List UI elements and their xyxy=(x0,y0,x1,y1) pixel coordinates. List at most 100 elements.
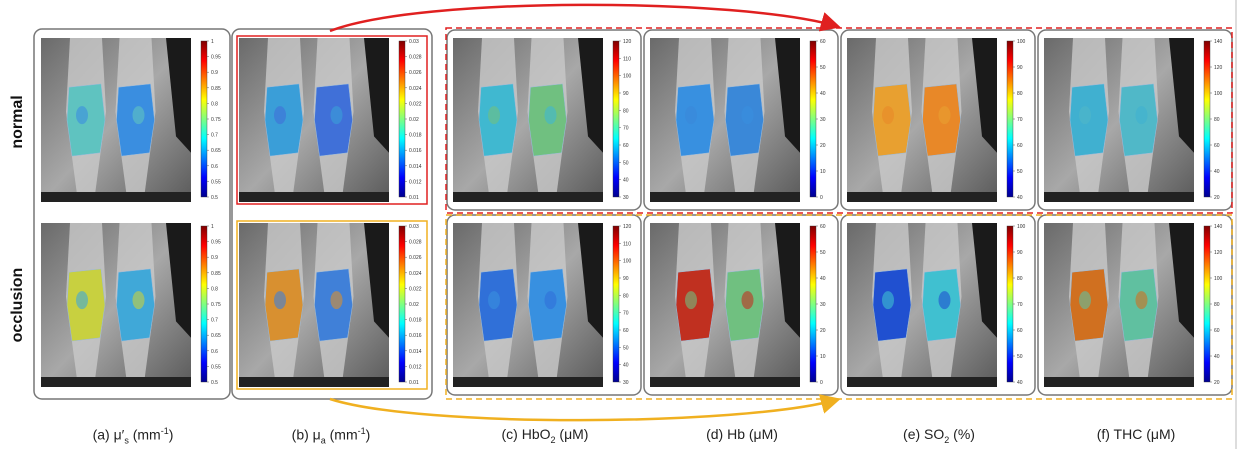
photo-bottom xyxy=(847,377,997,387)
colorbar-tick-label: 30 xyxy=(623,195,629,201)
colorbar xyxy=(810,226,816,382)
colorbar-tick-label: 0.02 xyxy=(409,117,419,123)
photo-bottom xyxy=(847,192,997,202)
colorbar-tick-label: 100 xyxy=(1214,276,1223,282)
heatmap-spot xyxy=(1136,106,1148,124)
arrow xyxy=(330,5,836,31)
heatmap-spot xyxy=(1079,106,1091,124)
caption-part: -1 xyxy=(358,426,366,436)
caption: (c) HbO2 (μM) xyxy=(447,426,643,445)
colorbar-tick-label: 10 xyxy=(820,169,826,175)
heatmap-spot xyxy=(882,106,894,124)
colorbar-tick-label: 0.026 xyxy=(409,70,422,76)
heatmap-spot xyxy=(133,106,145,124)
caption-part: (f) THC (μM) xyxy=(1097,426,1176,442)
photo-bottom xyxy=(239,377,389,387)
colorbar-tick-label: 1 xyxy=(211,224,214,230)
colorbar-tick-label: 90 xyxy=(1017,65,1023,71)
colorbar-tick-label: 0.85 xyxy=(211,86,221,92)
colorbar-tick-label: 30 xyxy=(820,117,826,123)
colorbar-tick-label: 0.65 xyxy=(211,333,221,339)
colorbar-tick-label: 100 xyxy=(1017,39,1026,45)
colorbar-tick-label: 80 xyxy=(1017,276,1023,282)
colorbar xyxy=(399,226,405,382)
colorbar-tick-label: 120 xyxy=(623,39,632,45)
photo-bottom xyxy=(453,377,603,387)
colorbar-tick-label: 0.75 xyxy=(211,302,221,308)
colorbar xyxy=(810,41,816,197)
colorbar-tick-label: 40 xyxy=(820,91,826,97)
colorbar-tick-label: 20 xyxy=(1214,195,1220,201)
colorbar-tick-label: 100 xyxy=(623,74,632,80)
colorbar-tick-label: 140 xyxy=(1214,39,1223,45)
colorbar-tick-label: 0.028 xyxy=(409,55,422,61)
heatmap-spot xyxy=(742,106,754,124)
heatmap-spot xyxy=(76,106,88,124)
colorbar-tick-label: 0.7 xyxy=(211,318,218,324)
colorbar-tick-label: 100 xyxy=(1017,224,1026,230)
caption-part: -1 xyxy=(161,426,169,436)
colorbar-tick-label: 0.95 xyxy=(211,240,221,246)
colorbar-tick-label: 0.026 xyxy=(409,255,422,261)
caption: (d) Hb (μM) xyxy=(644,426,840,442)
heatmap-spot xyxy=(274,106,286,124)
heatmap-spot xyxy=(1079,291,1091,309)
heatmap-spot xyxy=(331,291,343,309)
photo xyxy=(239,223,389,387)
heatmap-spot xyxy=(685,291,697,309)
colorbar-tick-label: 110 xyxy=(623,56,631,62)
caption-part: (μM) xyxy=(556,426,589,442)
colorbar-tick-label: 1 xyxy=(211,39,214,45)
colorbar-tick-label: 60 xyxy=(623,143,629,149)
colorbar-tick-label: 60 xyxy=(1017,328,1023,334)
colorbar xyxy=(613,41,619,197)
colorbar-tick-label: 140 xyxy=(1214,224,1223,230)
colorbar-tick-label: 0.95 xyxy=(211,55,221,61)
colorbar-tick-label: 90 xyxy=(1017,250,1023,256)
caption: (b) μa (mm-1) xyxy=(233,426,429,445)
colorbar-tick-label: 40 xyxy=(820,276,826,282)
heatmap-spot xyxy=(545,106,557,124)
row-label: occlusion xyxy=(9,268,26,343)
colorbar-tick-label: 70 xyxy=(1017,117,1023,123)
heatmap-spot xyxy=(939,291,951,309)
colorbar-tick-label: 10 xyxy=(820,354,826,360)
colorbar-tick-label: 50 xyxy=(623,345,629,351)
colorbar-tick-label: 100 xyxy=(1214,91,1223,97)
colorbar-tick-label: 110 xyxy=(623,241,631,247)
caption: (f) THC (μM) xyxy=(1038,426,1234,442)
colorbar-tick-label: 0.014 xyxy=(409,349,422,355)
colorbar-tick-label: 0.9 xyxy=(211,70,218,76)
caption: (a) μ′s (mm-1) xyxy=(35,426,231,445)
colorbar-tick-label: 60 xyxy=(1214,328,1220,334)
colorbar-tick-label: 120 xyxy=(1214,250,1223,256)
colorbar-tick-label: 0.8 xyxy=(211,101,218,107)
photo xyxy=(41,223,191,387)
colorbar-tick-label: 40 xyxy=(1017,380,1023,386)
colorbar-tick-label: 0.014 xyxy=(409,164,422,170)
row-label: normal xyxy=(9,95,26,148)
colorbar-tick-label: 0.7 xyxy=(211,133,218,139)
colorbar-tick-label: 0.9 xyxy=(211,255,218,261)
colorbar-tick-label: 120 xyxy=(623,224,632,230)
heatmap-spot xyxy=(545,291,557,309)
colorbar-tick-label: 70 xyxy=(623,126,629,132)
photo-bottom xyxy=(650,377,800,387)
heatmap-spot xyxy=(76,291,88,309)
colorbar-tick-label: 60 xyxy=(820,224,826,230)
colorbar-tick-label: 0.016 xyxy=(409,333,422,339)
caption: (e) SO2 (%) xyxy=(841,426,1037,445)
colorbar-tick-label: 0 xyxy=(820,380,823,386)
colorbar-tick-label: 0.55 xyxy=(211,179,221,185)
colorbar-tick-label: 70 xyxy=(623,311,629,317)
caption-part: ) xyxy=(366,427,371,443)
colorbar xyxy=(1204,226,1210,382)
heatmap-spot xyxy=(742,291,754,309)
figure: 10.950.90.850.80.750.70.650.60.550.510.9… xyxy=(0,0,1238,449)
colorbar-tick-label: 0.022 xyxy=(409,286,422,292)
colorbar xyxy=(1007,226,1013,382)
colorbar-tick-label: 0.01 xyxy=(409,195,419,201)
colorbar-tick-label: 50 xyxy=(820,65,826,71)
colorbar-tick-label: 0.6 xyxy=(211,164,218,170)
colorbar-tick-label: 90 xyxy=(623,91,629,97)
